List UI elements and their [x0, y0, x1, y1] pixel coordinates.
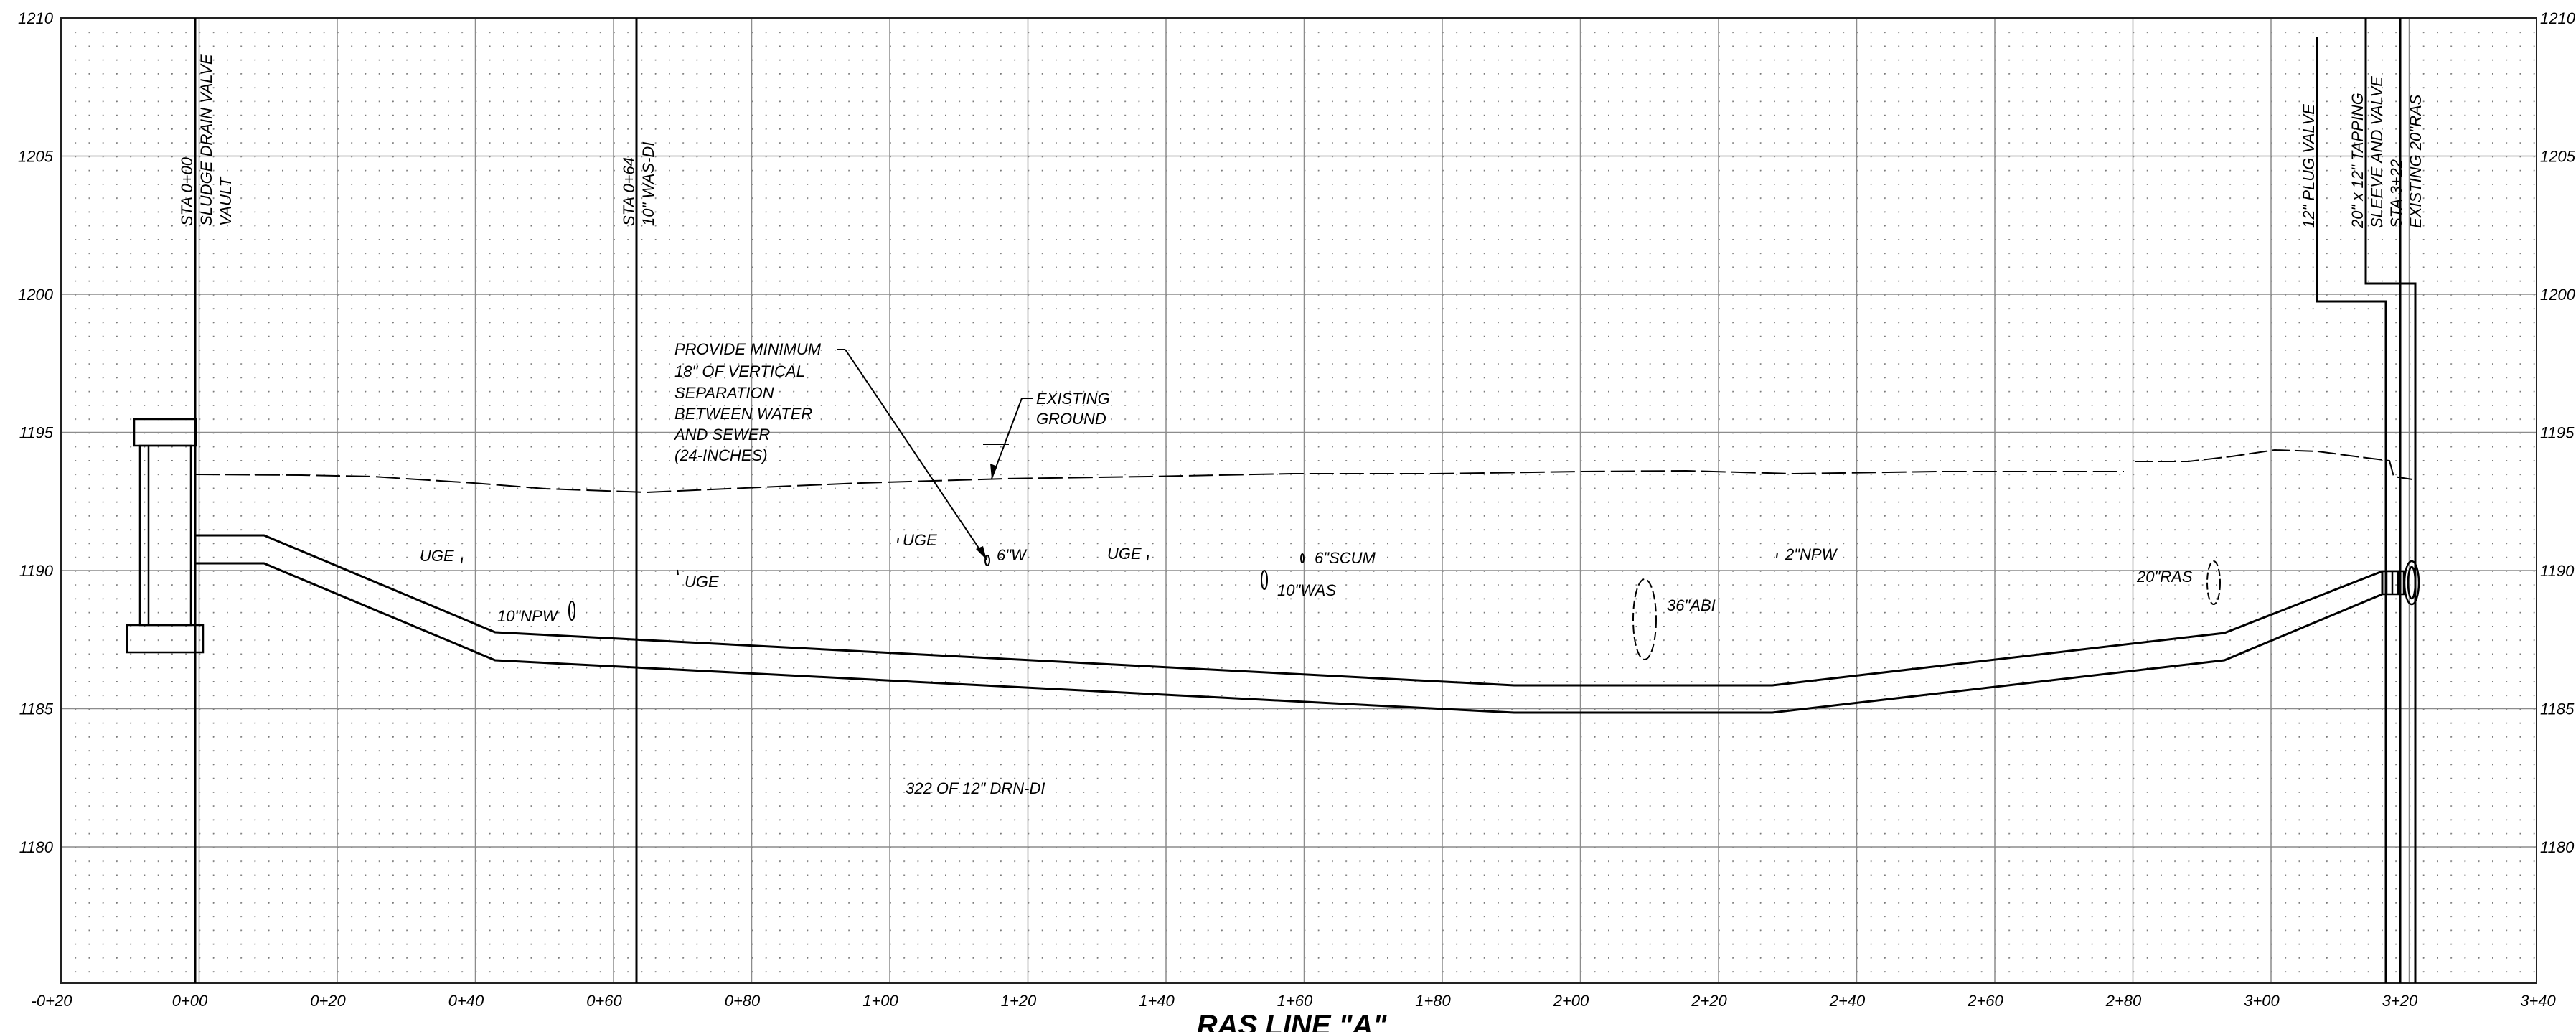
was10-label: 10"WAS — [1277, 581, 1336, 599]
elevation-tick-label-left: 1210 — [18, 9, 54, 27]
station-tick-label: 0+80 — [725, 992, 761, 1010]
station-tick-label: 1+60 — [1277, 992, 1313, 1010]
station-tick-label: 0+40 — [448, 992, 484, 1010]
note-leaders — [837, 349, 1033, 560]
was-di-label: 10" WAS-DI — [639, 142, 657, 226]
pipe-36in-abi-symbol — [1632, 578, 1657, 660]
separation-note-line-1: PROVIDE MINIMUM — [674, 340, 822, 358]
pipe-6in-scum-symbol — [1300, 553, 1305, 563]
sta-0-00-annotation: STA 0+00 SLUDGE DRAIN VALVE VAULT — [178, 54, 235, 226]
scum6-label: 6"SCUM — [1315, 549, 1376, 567]
station-tick-label: 2+00 — [1553, 992, 1589, 1010]
station-axis: -0+20 0+00 0+20 0+40 0+60 0+80 1+00 1+20 1+40 1+6… — [32, 992, 2557, 1010]
separation-note-line-5: AND SEWER — [673, 426, 770, 444]
pipe-10in-npw-symbol — [568, 601, 575, 621]
sta-0-64-annotation: STA 0+64 10" WAS-DI — [620, 142, 657, 226]
elevation-tick-label-left: 1180 — [19, 838, 54, 856]
pipe-6in-w-symbol — [984, 555, 990, 566]
separation-note-line-3: SEPARATION — [674, 384, 774, 402]
ras20-label: 20"RAS — [2136, 568, 2193, 586]
uge-label-3: UGE — [903, 531, 937, 549]
profile-frame — [60, 17, 2537, 984]
vault-label: VAULT — [217, 176, 235, 226]
grid-dots — [61, 18, 2537, 983]
uge-label-2: UGE — [685, 573, 719, 591]
separation-note-line-4: BETWEEN WATER — [674, 405, 812, 423]
existing-ground-line — [194, 469, 2124, 494]
abi36-label: 36"ABI — [1667, 596, 1716, 614]
plug-valve-annotation: 12" PLUG VALVE — [2300, 104, 2318, 228]
separation-note-line-2: 18" OF VERTICAL — [674, 362, 805, 380]
station-tick-label: 2+40 — [1829, 992, 1866, 1010]
elevation-tick-label-right: 1190 — [2540, 562, 2575, 580]
elevation-tick-label-right: 1210 — [2540, 9, 2576, 27]
elevation-tick-label-left: 1200 — [18, 286, 54, 304]
elevation-tick-label-right: 1205 — [2540, 148, 2576, 166]
sludge-drain-valve-label: SLUDGE DRAIN VALVE — [197, 54, 215, 226]
station-tick-label: 1+00 — [862, 992, 898, 1010]
station-tick-label: 3+20 — [2382, 992, 2418, 1010]
existing-ground-label-2: GROUND — [1036, 410, 1106, 428]
pipe-10in-was-symbol — [1261, 570, 1268, 590]
crossing-labels: UGE UGE UGE UGE 6"W 6"SCUM 2"NPW 10"NPW … — [420, 531, 2193, 625]
npw10-label: 10"NPW — [497, 607, 559, 625]
station-tick-label: 2+80 — [2105, 992, 2142, 1010]
station-tick-label: 1+80 — [1415, 992, 1451, 1010]
sleeve-and-valve-label: SLEEVE AND VALVE — [2368, 76, 2386, 228]
elevation-tick-label-left: 1185 — [19, 700, 54, 718]
station-tick-label: -0+20 — [32, 992, 73, 1010]
major-grid — [61, 18, 2537, 983]
elevation-tick-label-right: 1185 — [2540, 700, 2575, 718]
leader-arrowheads — [976, 464, 997, 560]
station-tick-label: 0+00 — [172, 992, 208, 1010]
uge-label-4: UGE — [1107, 545, 1142, 563]
station-tick-label: 2+60 — [1967, 992, 2003, 1010]
station-tick-label: 3+00 — [2244, 992, 2280, 1010]
separation-note: PROVIDE MINIMUM 18" OF VERTICAL SEPARATI… — [673, 340, 822, 464]
station-tick-label: 2+20 — [1691, 992, 1727, 1010]
elevation-tick-label-left: 1205 — [18, 148, 54, 166]
existing-ground-label-1: EXISTING — [1036, 390, 1110, 408]
w6-label: 6"W — [997, 546, 1028, 564]
station-lines — [194, 18, 2417, 983]
station-tick-label: 3+40 — [2520, 992, 2556, 1010]
tapping-sleeve-annotation: 20" x 12" TAPPING SLEEVE AND VALVE STA 3… — [2349, 76, 2425, 229]
station-tick-label: 1+20 — [1001, 992, 1037, 1010]
existing-ground-note: EXISTING GROUND — [1036, 390, 1110, 428]
sta-0-64-label: STA 0+64 — [620, 157, 638, 226]
station-tick-label: 0+20 — [310, 992, 346, 1010]
elevation-tick-label-right: 1180 — [2540, 838, 2575, 856]
plug-valve-label: 12" PLUG VALVE — [2300, 104, 2318, 228]
elevation-axis: 1210 1210 1205 1205 1200 1200 1195 1195 1190 1190… — [18, 9, 2576, 856]
station-tick-label: 1+40 — [1139, 992, 1175, 1010]
tapping-label: 20" x 12" TAPPING — [2349, 93, 2366, 229]
uge-tick-marks — [461, 537, 1778, 576]
station-tick-label: 0+60 — [586, 992, 622, 1010]
pipe-20in-ras-symbol — [2206, 560, 2221, 605]
sta-3-22-label: STA 3+22 — [2387, 159, 2405, 228]
separation-note-line-6: (24-INCHES) — [674, 446, 768, 464]
pipe-length-callout: 322 OF 12" DRN-DI — [906, 779, 1045, 797]
elevation-tick-label-left: 1190 — [19, 562, 54, 580]
existing-ras-label: EXISTING 20"RAS — [2407, 94, 2425, 228]
sta-0-00-label: STA 0+00 — [178, 156, 196, 226]
npw2-label: 2"NPW — [1785, 545, 1838, 563]
existing-ground-line-east — [2135, 449, 2413, 480]
elevation-tick-label-right: 1200 — [2540, 286, 2576, 304]
uge-label-1: UGE — [420, 547, 454, 565]
elevation-tick-label-left: 1195 — [19, 424, 54, 442]
elevation-tick-label-right: 1195 — [2540, 424, 2575, 442]
crossing-pipes — [568, 553, 2221, 660]
profile-title: RAS LINE "A" — [1197, 1010, 1388, 1032]
